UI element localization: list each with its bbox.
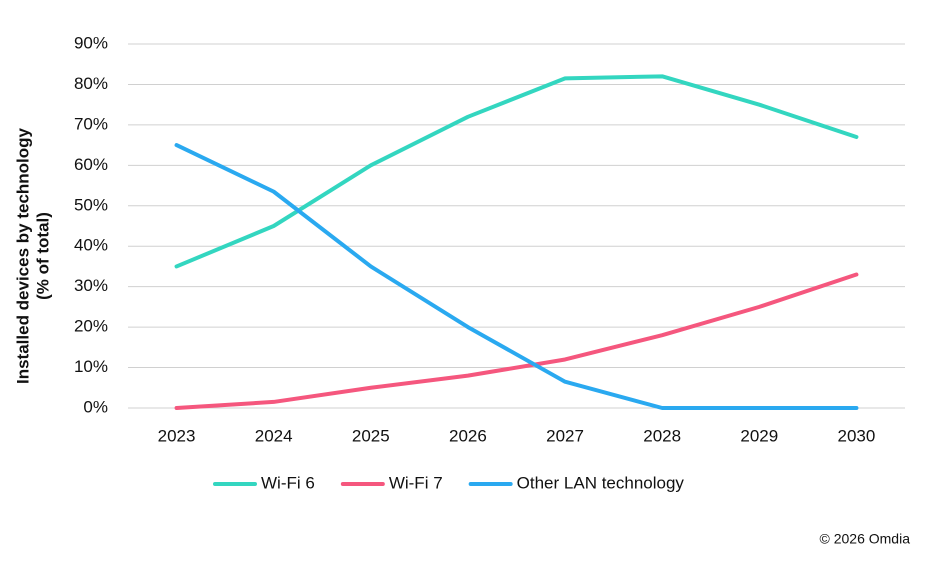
y-tick-label: 0% bbox=[83, 397, 108, 416]
x-tick-label: 2027 bbox=[546, 426, 584, 445]
y-tick-label: 50% bbox=[74, 195, 108, 214]
x-tick-label: 2025 bbox=[352, 426, 390, 445]
series-line bbox=[174, 143, 859, 410]
x-tick-label: 2024 bbox=[255, 426, 293, 445]
series-line bbox=[174, 272, 859, 410]
legend-label: Wi-Fi 6 bbox=[261, 473, 315, 492]
y-axis-label: Installed devices by technology bbox=[13, 127, 32, 384]
source: © 2026 Omdia bbox=[820, 531, 911, 547]
x-tick-label: 2023 bbox=[158, 426, 196, 445]
x-tick-label: 2026 bbox=[449, 426, 487, 445]
legend-label: Wi-Fi 7 bbox=[389, 473, 443, 492]
y-tick-label: 90% bbox=[74, 33, 108, 52]
series-line bbox=[174, 74, 859, 269]
x-tick-label: 2030 bbox=[838, 426, 876, 445]
y-tick-label: 20% bbox=[74, 317, 108, 336]
y-tick-label: 30% bbox=[74, 276, 108, 295]
x-tick-label: 2029 bbox=[740, 426, 778, 445]
y-tick-label: 10% bbox=[74, 357, 108, 376]
x-tick-label: 2028 bbox=[643, 426, 681, 445]
legend-label: Other LAN technology bbox=[517, 473, 685, 492]
y-tick-label: 40% bbox=[74, 236, 108, 255]
y-tick-label: 80% bbox=[74, 74, 108, 93]
y-axis-label: (% of total) bbox=[33, 212, 52, 300]
y-tick-label: 70% bbox=[74, 114, 108, 133]
y-tick-label: 60% bbox=[74, 155, 108, 174]
